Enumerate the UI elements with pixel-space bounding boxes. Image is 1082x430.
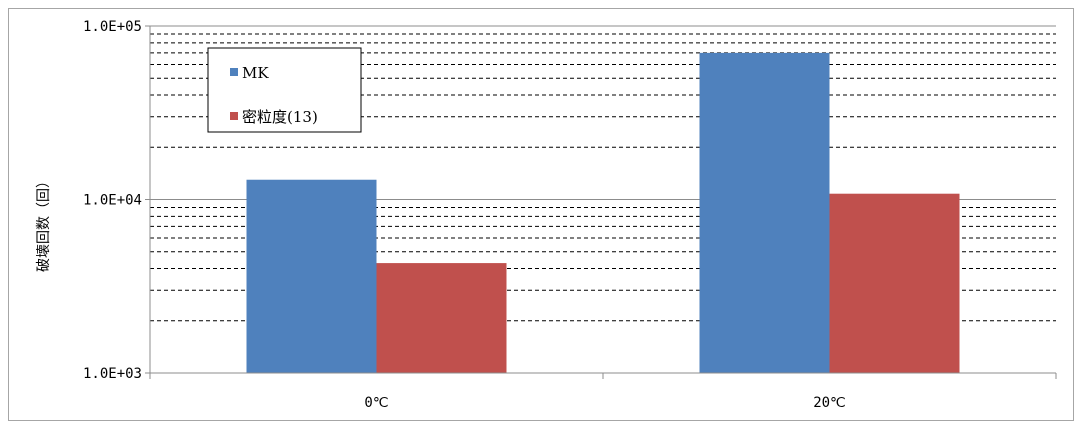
legend: MK 密粒度(13) bbox=[207, 47, 362, 133]
bars bbox=[246, 52, 960, 373]
legend-swatch-mitsuryudo bbox=[230, 112, 238, 120]
bar-0-0 bbox=[246, 179, 377, 373]
x-tick-label: 0℃ bbox=[364, 395, 388, 411]
y-tick-label: 1.0E+04 bbox=[83, 193, 142, 209]
x-tick-labels: 0℃ 20℃ bbox=[364, 395, 845, 411]
bar-1-1 bbox=[829, 193, 960, 373]
legend-swatch-mk bbox=[230, 68, 238, 76]
y-axis-label: 破壊回数（回） bbox=[36, 174, 52, 272]
y-tick-label: 1.0E+03 bbox=[83, 366, 142, 382]
legend-label-mitsuryudo: 密粒度(13) bbox=[242, 108, 318, 126]
y-tick-labels: 1.0E+03 1.0E+04 1.0E+05 bbox=[83, 19, 142, 382]
x-tick-label: 20℃ bbox=[813, 395, 846, 411]
bar-0-1 bbox=[699, 52, 830, 373]
legend-label-mk: MK bbox=[242, 64, 269, 82]
y-tick-label: 1.0E+05 bbox=[83, 19, 142, 35]
bar-1-0 bbox=[376, 263, 507, 373]
axes bbox=[145, 25, 1057, 379]
